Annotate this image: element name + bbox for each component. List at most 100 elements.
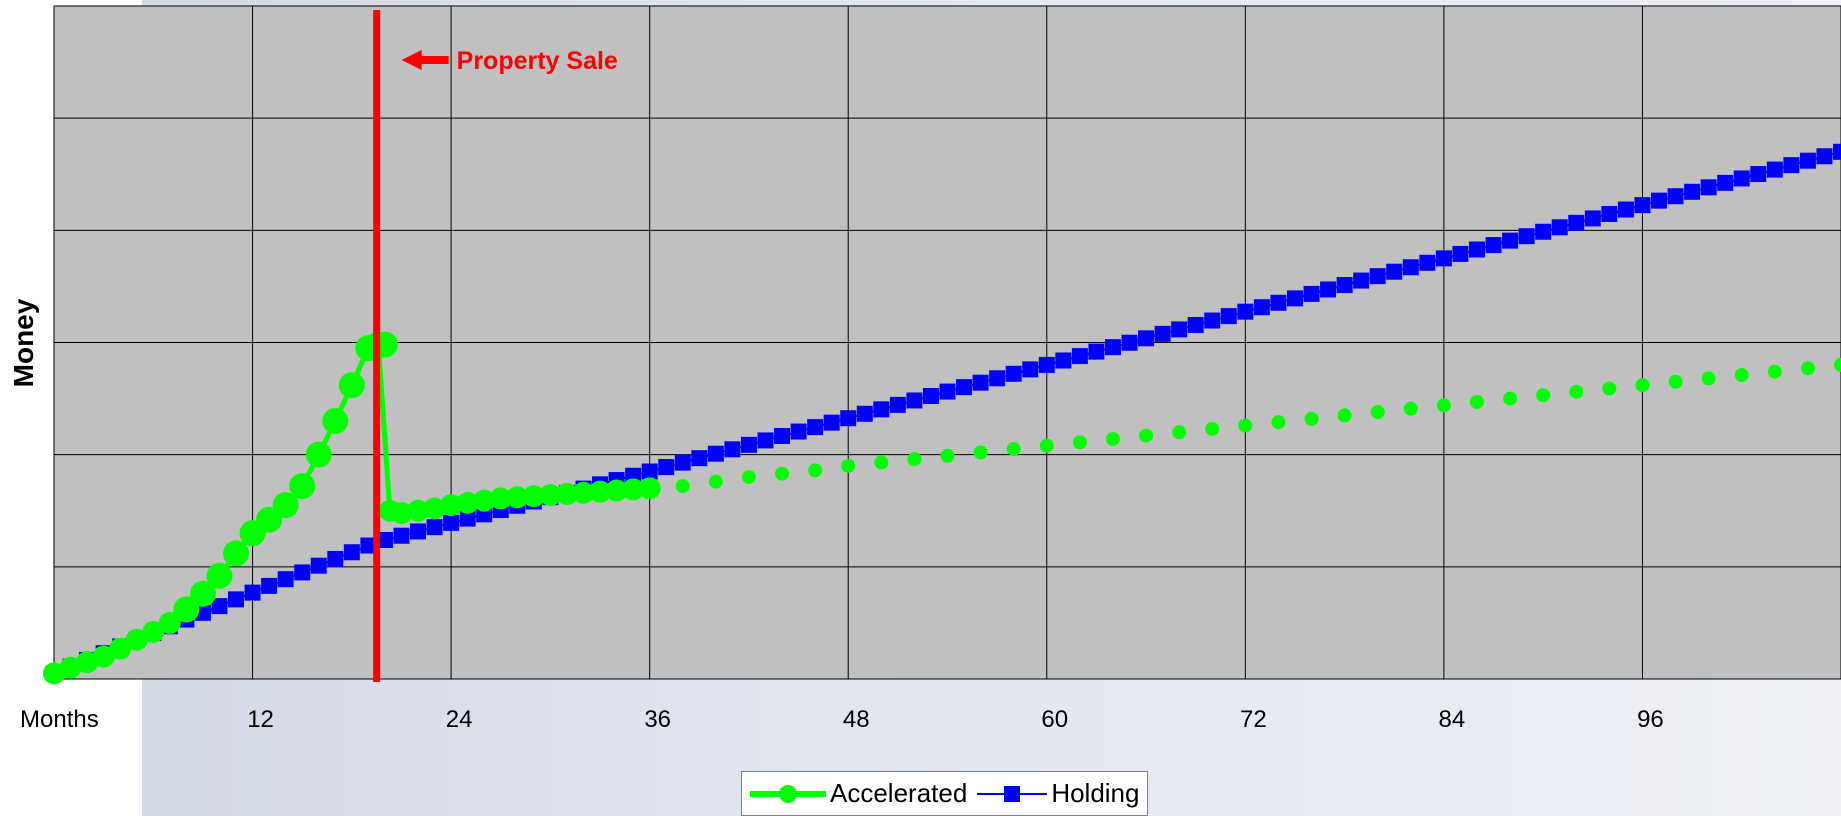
holding-point: [1750, 166, 1767, 183]
accelerated-point: [440, 494, 463, 517]
holding-point: [1435, 250, 1452, 267]
holding-point: [1783, 157, 1800, 174]
holding-point: [1336, 277, 1353, 294]
accelerated-projection-point: [1569, 384, 1584, 399]
holding-point: [376, 532, 393, 549]
accelerated-point: [322, 408, 349, 435]
holding-point: [823, 414, 840, 431]
legend-accelerated-swatch: [750, 784, 826, 803]
accelerated-point: [489, 487, 512, 510]
holding-point: [1402, 259, 1419, 276]
x-tick-label: 24: [446, 706, 473, 733]
x-axis-label: Months: [20, 706, 99, 733]
accelerated-projection-point: [675, 479, 690, 494]
accelerated-projection-point: [874, 455, 889, 470]
holding-point: [1038, 356, 1055, 373]
holding-point: [1684, 183, 1701, 200]
legend-item-accelerated: Accelerated: [750, 778, 967, 809]
holding-point: [873, 401, 890, 418]
holding-point: [740, 436, 757, 453]
accelerated-point: [390, 501, 413, 524]
holding-point: [211, 598, 228, 615]
holding-point: [1286, 290, 1303, 307]
accelerated-projection-point: [1834, 357, 1841, 372]
holding-point: [1700, 179, 1717, 196]
holding-point: [1270, 294, 1287, 311]
accelerated-point: [605, 479, 628, 502]
accelerated-projection-point: [1701, 371, 1716, 386]
holding-point: [1369, 268, 1386, 285]
holding-point: [294, 564, 311, 581]
holding-point: [1320, 281, 1337, 298]
holding-point: [1766, 161, 1783, 178]
holding-point: [889, 396, 906, 413]
property-sale-marker: Property Sale: [373, 10, 618, 682]
holding-point: [1733, 170, 1750, 187]
x-tick-label: 60: [1041, 706, 1068, 733]
holding-point: [1535, 223, 1552, 240]
holding-point: [856, 405, 873, 422]
holding-point: [310, 557, 327, 574]
accelerated-projection-point: [1205, 421, 1220, 436]
accelerated-point: [473, 489, 496, 512]
x-tick-label: 72: [1240, 706, 1267, 733]
holding-point: [1187, 316, 1204, 333]
accelerated-projection-point: [741, 470, 756, 485]
accelerated-projection-point: [1503, 391, 1518, 406]
accelerated-series: [43, 331, 1841, 685]
holding-point: [1816, 148, 1833, 165]
accelerated-projection-point: [1536, 388, 1551, 403]
legend-holding-swatch: [977, 785, 1048, 802]
holding-point: [443, 514, 460, 531]
holding-point: [807, 419, 824, 436]
y-axis-label: Money: [8, 298, 39, 387]
accelerated-projection-point: [841, 458, 856, 473]
accelerated-point: [423, 497, 446, 520]
chart-legend: Accelerated Holding: [741, 771, 1148, 816]
holding-point: [1551, 219, 1568, 236]
legend-item-holding: Holding: [977, 778, 1139, 809]
accelerated-projection-point: [1403, 401, 1418, 416]
holding-point: [343, 544, 360, 561]
holding-point: [939, 383, 956, 400]
holding-point: [1088, 343, 1105, 360]
accelerated-projection-point: [708, 474, 723, 489]
holding-point: [360, 537, 377, 554]
x-tick-label: 96: [1637, 706, 1664, 733]
holding-point: [1005, 365, 1022, 382]
holding-point: [922, 388, 939, 405]
holding-point: [277, 571, 294, 588]
accelerated-point: [589, 480, 612, 503]
accelerated-point: [539, 484, 562, 507]
accelerated-point: [338, 372, 365, 399]
accelerated-projection-point: [1602, 381, 1617, 396]
accelerated-point: [522, 485, 545, 508]
holding-point: [906, 392, 923, 409]
accelerated-point: [173, 596, 200, 623]
accelerated-point: [125, 628, 148, 651]
legend-label-holding: Holding: [1051, 778, 1140, 808]
holding-point: [459, 510, 476, 527]
holding-point: [1121, 334, 1138, 351]
holding-point: [1055, 352, 1072, 369]
holding-point: [1617, 201, 1634, 218]
holding-point: [1138, 330, 1155, 347]
accelerated-projection-point: [775, 466, 790, 481]
holding-point: [1104, 339, 1121, 356]
accelerated-point: [189, 580, 216, 607]
holding-point: [691, 450, 708, 467]
accelerated-point: [506, 486, 529, 509]
accelerated-projection-point: [1436, 398, 1451, 413]
holding-point: [327, 550, 344, 567]
holding-point: [790, 423, 807, 440]
holding-point: [1171, 321, 1188, 338]
holding-point: [774, 427, 791, 444]
holding-point: [1353, 272, 1370, 289]
accelerated-projection-point: [1370, 405, 1385, 420]
accelerated-projection-point: [1006, 442, 1021, 457]
accelerated-point: [109, 637, 132, 660]
holding-point: [757, 432, 774, 449]
holding-point: [1485, 237, 1502, 254]
accelerated-point: [92, 645, 115, 668]
accelerated-point: [142, 620, 165, 643]
